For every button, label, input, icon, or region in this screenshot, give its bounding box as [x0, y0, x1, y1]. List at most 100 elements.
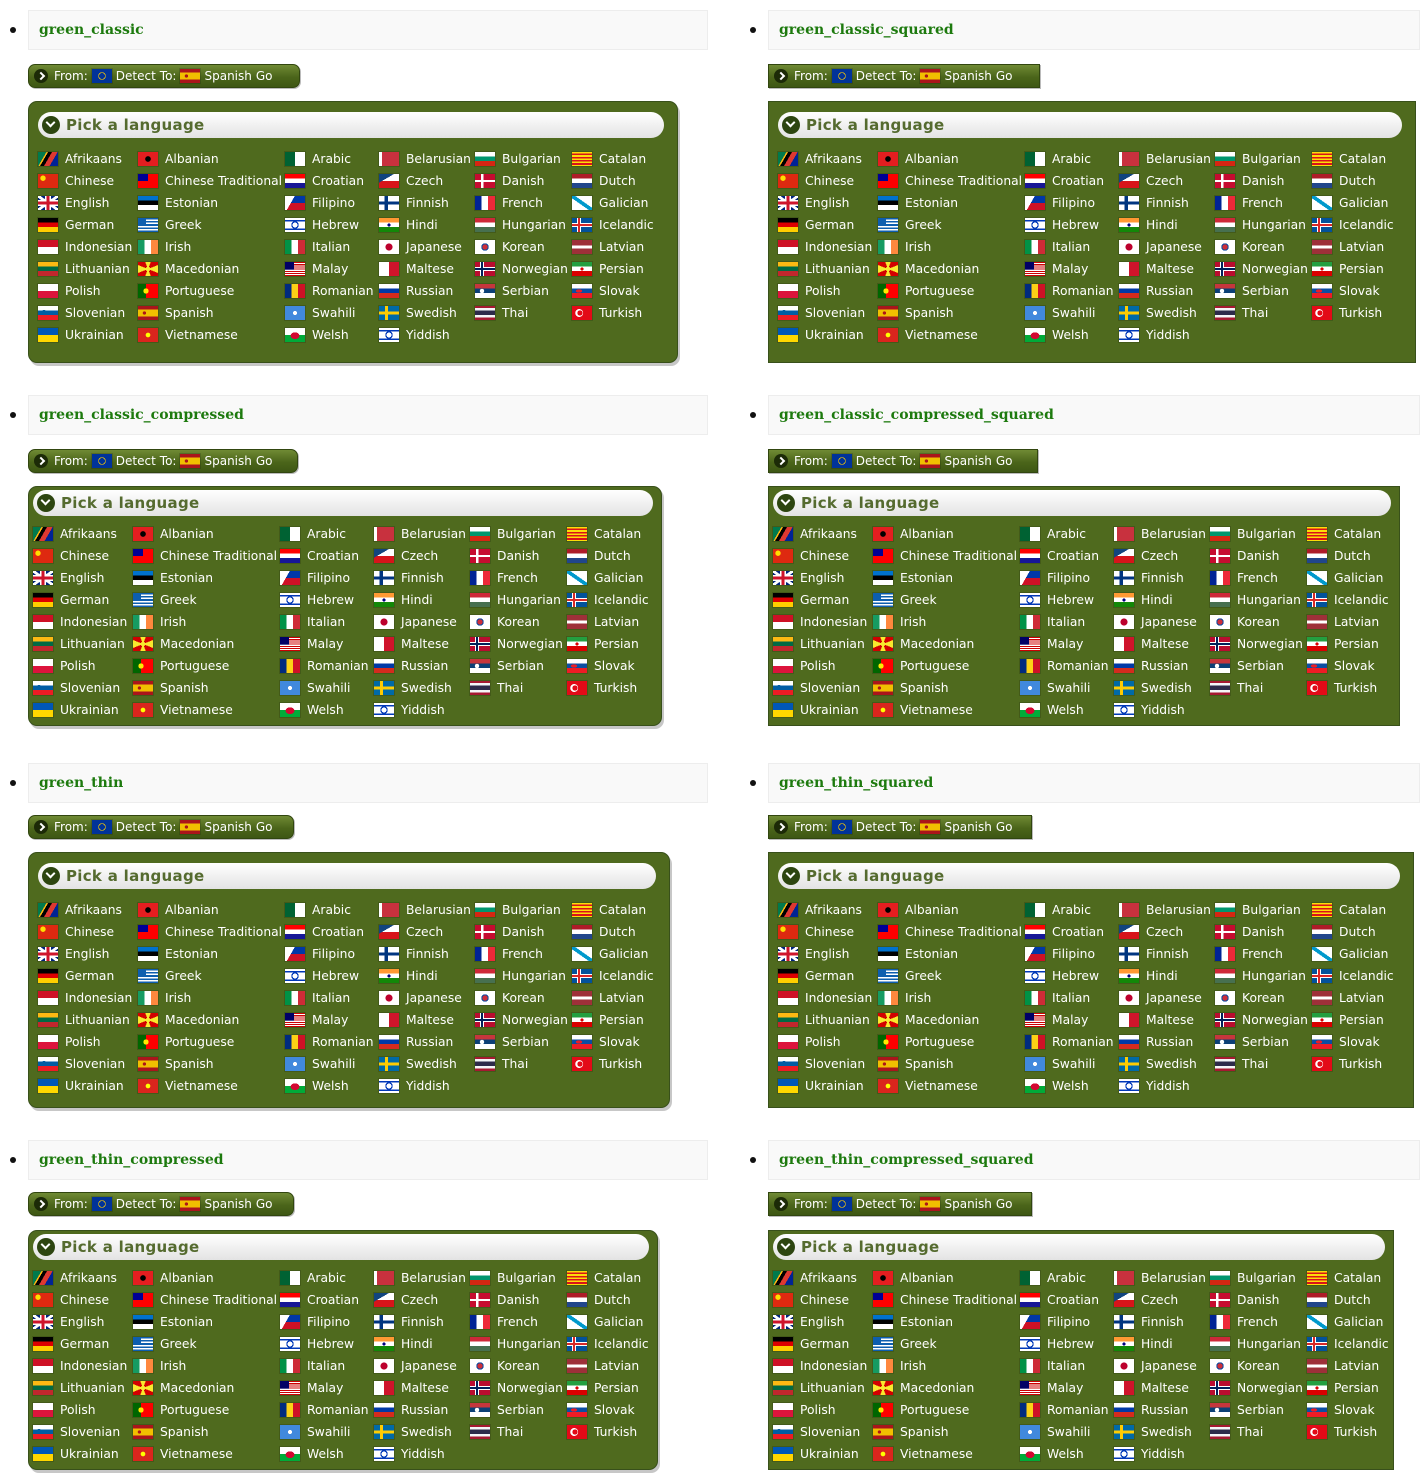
language-option[interactable]: Swahili: [1025, 302, 1119, 324]
language-option[interactable]: Danish: [1210, 545, 1307, 567]
language-option[interactable]: Ukrainian: [33, 1443, 133, 1465]
language-option[interactable]: Finnish: [379, 192, 475, 214]
language-option[interactable]: Portuguese: [878, 1031, 1025, 1053]
language-option[interactable]: Ukrainian: [38, 324, 138, 346]
language-option[interactable]: Slovak: [1312, 280, 1392, 302]
language-option[interactable]: Vietnamese: [878, 1075, 1025, 1097]
language-option[interactable]: Romanian: [1020, 1399, 1114, 1421]
language-option[interactable]: Welsh: [1025, 1075, 1119, 1097]
language-option[interactable]: Portuguese: [133, 655, 280, 677]
translate-bar[interactable]: From: Detect To: Spanish Go: [28, 449, 298, 473]
language-option[interactable]: Albanian: [138, 148, 285, 170]
language-option[interactable]: Swedish: [379, 1053, 475, 1075]
language-option[interactable]: Maltese: [1114, 1377, 1210, 1399]
language-option[interactable]: English: [38, 192, 138, 214]
language-option[interactable]: Finnish: [374, 1311, 470, 1333]
language-option[interactable]: German: [33, 589, 133, 611]
detect-label[interactable]: Detect: [115, 69, 156, 83]
language-option[interactable]: Albanian: [133, 1267, 280, 1289]
language-option[interactable]: Portuguese: [138, 280, 285, 302]
language-option[interactable]: German: [38, 965, 138, 987]
language-option[interactable]: Turkish: [567, 1421, 647, 1443]
language-option[interactable]: Turkish: [1307, 1421, 1387, 1443]
language-option[interactable]: Turkish: [1312, 302, 1392, 324]
language-option[interactable]: Greek: [878, 214, 1025, 236]
language-option[interactable]: Swedish: [1119, 1053, 1215, 1075]
language-option[interactable]: English: [33, 567, 133, 589]
language-option[interactable]: Icelandic: [1312, 214, 1394, 236]
language-option[interactable]: Chinese Traditional: [138, 170, 285, 192]
language-option[interactable]: Japanese: [1119, 236, 1215, 258]
language-option[interactable]: Greek: [133, 1333, 280, 1355]
language-option[interactable]: Lithuanian: [773, 1377, 873, 1399]
expand-arrow-icon[interactable]: [34, 454, 48, 468]
language-option[interactable]: Filipino: [1020, 1311, 1114, 1333]
language-option[interactable]: Lithuanian: [38, 1009, 138, 1031]
language-option[interactable]: Afrikaans: [778, 899, 878, 921]
language-option[interactable]: Filipino: [285, 943, 379, 965]
language-option[interactable]: Russian: [1119, 1031, 1215, 1053]
language-option[interactable]: Korean: [470, 611, 567, 633]
language-option[interactable]: Slovak: [572, 1031, 652, 1053]
language-option[interactable]: Lithuanian: [38, 258, 138, 280]
language-option[interactable]: Slovenian: [38, 302, 138, 324]
language-option[interactable]: Swedish: [1114, 1421, 1210, 1443]
language-option[interactable]: Danish: [1210, 1289, 1307, 1311]
language-option[interactable]: Yiddish: [379, 1075, 475, 1097]
language-option[interactable]: Serbian: [1210, 1399, 1307, 1421]
language-option[interactable]: Hindi: [374, 1333, 470, 1355]
language-option[interactable]: Chinese Traditional: [878, 921, 1025, 943]
language-option[interactable]: Thai: [470, 1421, 567, 1443]
language-option[interactable]: Hungarian: [1215, 965, 1312, 987]
language-option[interactable]: Lithuanian: [778, 1009, 878, 1031]
pick-language-header[interactable]: Pick a language: [773, 1234, 1385, 1260]
language-option[interactable]: Thai: [1215, 302, 1312, 324]
pick-language-header[interactable]: Pick a language: [38, 863, 656, 889]
language-option[interactable]: Ukrainian: [38, 1075, 138, 1097]
language-option[interactable]: Romanian: [280, 655, 374, 677]
language-option[interactable]: Hungarian: [1215, 214, 1312, 236]
language-option[interactable]: Slovak: [1307, 655, 1387, 677]
language-option[interactable]: Arabic: [280, 1267, 374, 1289]
language-option[interactable]: Icelandic: [567, 589, 649, 611]
language-option[interactable]: Welsh: [1020, 699, 1114, 721]
language-option[interactable]: Hindi: [1119, 965, 1215, 987]
language-option[interactable]: Swahili: [1020, 677, 1114, 699]
language-option[interactable]: Swedish: [379, 302, 475, 324]
target-language[interactable]: Spanish: [944, 69, 992, 83]
translate-bar[interactable]: From: Detect To: Spanish Go: [768, 64, 1040, 88]
detect-label[interactable]: Detect: [855, 69, 896, 83]
language-option[interactable]: Yiddish: [1114, 1443, 1210, 1465]
language-option[interactable]: Lithuanian: [778, 258, 878, 280]
language-option[interactable]: Serbian: [475, 1031, 572, 1053]
language-option[interactable]: Croatian: [285, 921, 379, 943]
language-option[interactable]: Italian: [1025, 987, 1119, 1009]
language-option[interactable]: Arabic: [285, 899, 379, 921]
language-option[interactable]: Korean: [1215, 987, 1312, 1009]
language-option[interactable]: Danish: [475, 170, 572, 192]
language-option[interactable]: Persian: [1307, 1377, 1387, 1399]
language-option[interactable]: Polish: [778, 1031, 878, 1053]
language-option[interactable]: Catalan: [572, 899, 652, 921]
language-option[interactable]: Belarusian: [1119, 148, 1215, 170]
language-option[interactable]: Chinese: [778, 921, 878, 943]
language-option[interactable]: Indonesian: [778, 987, 878, 1009]
go-button[interactable]: Go: [995, 454, 1013, 468]
language-option[interactable]: Arabic: [1025, 148, 1119, 170]
target-language[interactable]: Spanish: [944, 1197, 992, 1211]
language-option[interactable]: Swahili: [285, 302, 379, 324]
language-option[interactable]: Polish: [33, 1399, 133, 1421]
language-option[interactable]: Serbian: [475, 280, 572, 302]
language-option[interactable]: Malay: [285, 258, 379, 280]
language-option[interactable]: Lithuanian: [33, 633, 133, 655]
language-option[interactable]: Portuguese: [138, 1031, 285, 1053]
language-option[interactable]: Thai: [475, 1053, 572, 1075]
collapse-check-icon[interactable]: [782, 116, 800, 134]
language-option[interactable]: Serbian: [1215, 1031, 1312, 1053]
language-option[interactable]: Portuguese: [878, 280, 1025, 302]
language-option[interactable]: Spanish: [133, 1421, 280, 1443]
language-option[interactable]: Czech: [379, 921, 475, 943]
language-option[interactable]: Chinese Traditional: [878, 170, 1025, 192]
language-option[interactable]: Chinese Traditional: [873, 545, 1020, 567]
language-option[interactable]: Italian: [285, 987, 379, 1009]
